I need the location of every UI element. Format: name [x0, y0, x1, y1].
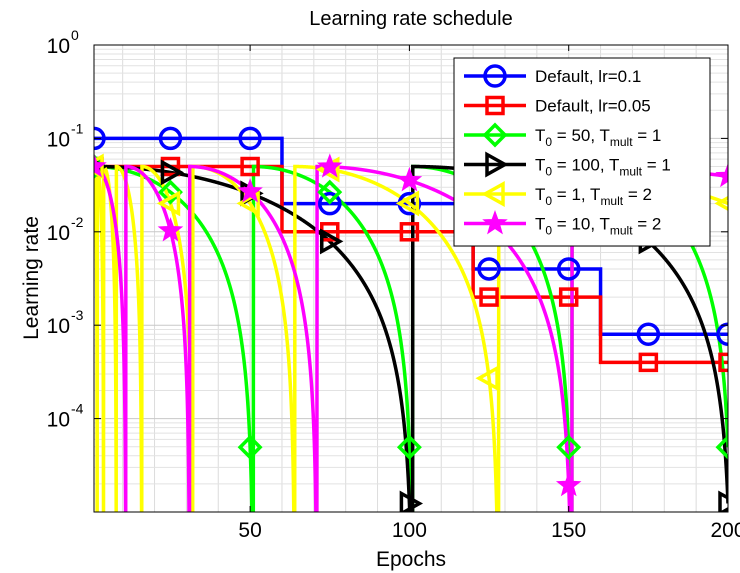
- circle-marker: [477, 257, 501, 281]
- triangle-left-marker: [236, 190, 260, 217]
- legend-entry: T0 = 100, Tmult = 1: [464, 151, 671, 179]
- star-marker: [555, 471, 582, 497]
- square-marker: [718, 352, 728, 373]
- square-marker: [240, 156, 260, 177]
- circle-marker: [94, 126, 106, 151]
- x-tick-label: 100: [392, 519, 427, 542]
- y-tick-exponent: -1: [71, 120, 84, 136]
- legend-entry: T0 = 10, Tmult = 2: [464, 210, 661, 238]
- series-2: [94, 164, 728, 365]
- triangle-right-marker: [399, 490, 424, 512]
- legend-label: T0 = 10, Tmult = 2: [535, 215, 661, 238]
- square-marker: [558, 287, 579, 307]
- y-tick-exponent: -4: [71, 401, 84, 417]
- legend-label: T0 = 50, Tmult = 1: [535, 126, 661, 149]
- star-marker: [396, 166, 423, 192]
- star-marker: [237, 178, 263, 203]
- series-line: [94, 164, 728, 365]
- legend-label: Default, lr=0.05: [535, 97, 651, 116]
- diamond-marker: [317, 179, 343, 205]
- diamond-marker: [556, 434, 582, 460]
- diamond-marker: [482, 122, 508, 148]
- legend-label: T0 = 100, Tmult = 1: [535, 156, 671, 179]
- square-marker: [638, 352, 659, 373]
- plot-frame: [93, 44, 729, 513]
- triangle-right-marker: [160, 159, 185, 186]
- circle-marker: [716, 322, 728, 346]
- triangle-left-marker: [475, 365, 499, 392]
- axis-ticks: [94, 44, 729, 512]
- triangle-left-marker: [395, 190, 420, 217]
- diamond-marker: [396, 434, 422, 460]
- series-markers-1: [94, 126, 728, 347]
- y-tick-exponent: -3: [71, 307, 84, 323]
- diamond-marker: [715, 434, 728, 460]
- star-marker: [94, 153, 107, 178]
- x-tick-label: 200: [710, 519, 740, 542]
- diamond-marker: [237, 434, 263, 460]
- diamond-marker: [157, 179, 183, 205]
- y-tick-label: 10: [47, 35, 70, 58]
- y-tick-label: 10: [47, 409, 70, 432]
- x-tick-label: 150: [551, 519, 586, 542]
- y-axis-title: Learning rate: [20, 216, 43, 340]
- x-axis-title: Epochs: [376, 548, 446, 571]
- circle-marker: [238, 126, 262, 151]
- circle-marker: [483, 64, 507, 88]
- legend-entry: Default, lr=0.05: [464, 95, 651, 116]
- star-marker: [316, 153, 343, 178]
- legend-label: T0 = 1, Tmult = 2: [535, 185, 652, 208]
- square-marker: [485, 95, 505, 116]
- y-tick-exponent: -2: [71, 214, 84, 230]
- chart-title: Learning rate schedule: [309, 8, 512, 30]
- triangle-left-marker: [714, 195, 728, 211]
- legend: Default, lr=0.1 Default, lr=0.05 T0 = 50, …: [453, 57, 711, 247]
- y-tick-label: 10: [47, 128, 70, 151]
- square-marker: [479, 287, 499, 307]
- star-marker: [715, 162, 728, 188]
- triangle-left-marker: [481, 181, 505, 207]
- triangle-right-marker: [718, 490, 728, 512]
- legend-entry: Default, lr=0.1: [464, 64, 641, 88]
- star-marker: [157, 217, 184, 242]
- star-marker: [482, 210, 508, 235]
- triangle-right-marker: [320, 228, 344, 255]
- circle-marker: [636, 322, 661, 347]
- triangle-right-marker: [485, 151, 509, 178]
- legend-entry: T0 = 1, Tmult = 2: [464, 181, 652, 208]
- y-tick-label: 10: [47, 315, 70, 338]
- legend-label: Default, lr=0.1: [535, 67, 641, 86]
- y-tick-label: 10: [47, 222, 70, 245]
- triangle-left-marker: [94, 153, 104, 180]
- x-tick-label: 50: [238, 519, 261, 542]
- legend-entry: T0 = 50, Tmult = 1: [464, 122, 661, 149]
- square-marker: [399, 222, 420, 242]
- circle-marker: [318, 191, 342, 216]
- triangle-left-marker: [156, 190, 181, 217]
- circle-marker: [158, 126, 183, 151]
- circle-marker: [556, 257, 581, 281]
- y-tick-exponent: 0: [71, 27, 79, 43]
